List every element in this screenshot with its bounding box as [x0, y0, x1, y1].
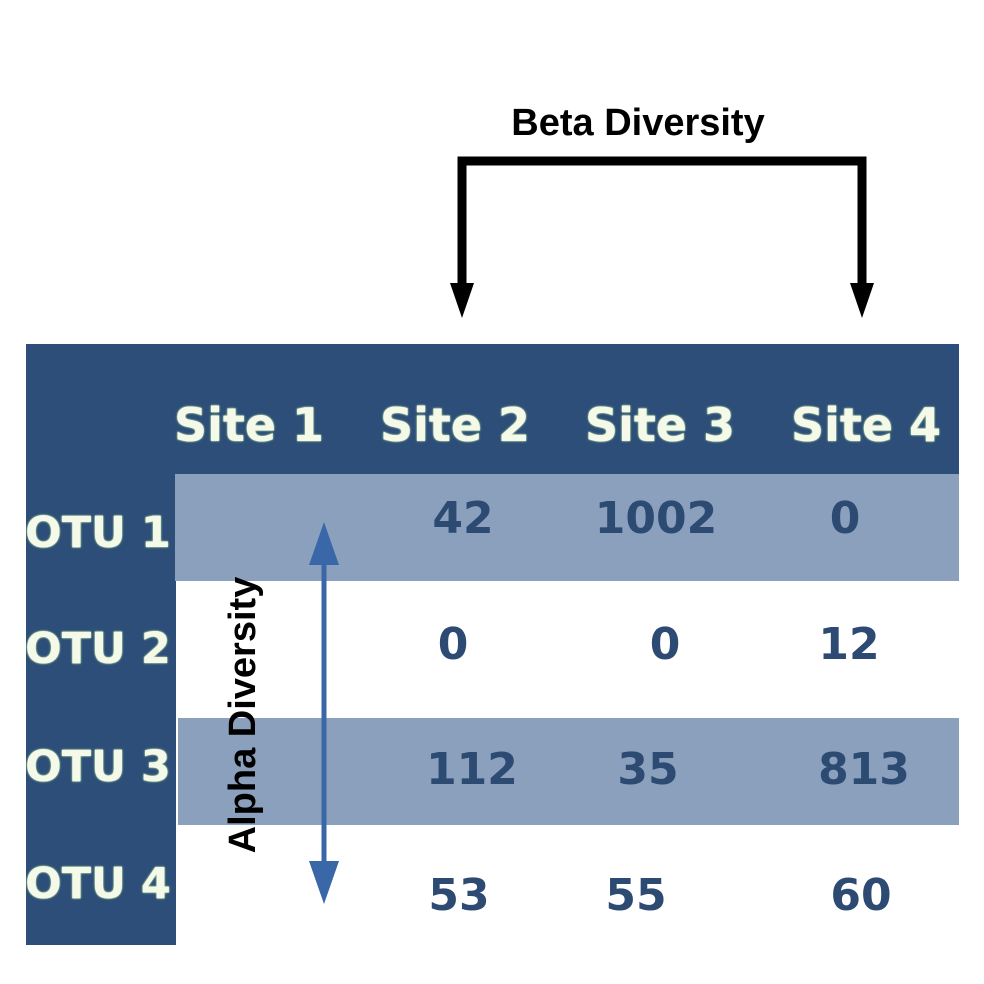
table-cell: 42	[432, 493, 494, 544]
table-cell: 813	[818, 744, 910, 795]
beta-arrowhead-left	[450, 283, 474, 318]
table-cell: 53	[428, 870, 490, 921]
table-cell: 55	[605, 870, 667, 921]
row-header-bar	[26, 344, 176, 945]
column-header-site-3: Site 3	[584, 398, 736, 452]
row-band-otu-1	[175, 474, 959, 581]
table-cell: 1002	[594, 493, 718, 544]
table-cell: 0	[437, 619, 469, 670]
table-cell: 0	[649, 619, 681, 670]
table-cell: 0	[829, 493, 861, 544]
table-cell: 60	[830, 870, 892, 921]
column-header-site-1: Site 1	[173, 398, 325, 452]
column-header-bar	[26, 344, 959, 474]
beta-arrowhead-right	[850, 283, 874, 318]
alpha-arrowhead-bottom	[309, 861, 339, 904]
alpha-diversity-label: Alpha Diversity	[222, 576, 264, 854]
alpha-arrowhead-top	[309, 522, 339, 565]
beta-diversity-label: Beta Diversity	[511, 102, 765, 144]
table-cell: 112	[426, 744, 518, 795]
row-header-otu-4: OTU 4	[25, 859, 171, 909]
column-header-site-2: Site 2	[379, 398, 531, 452]
table-cell: 12	[818, 619, 880, 670]
column-header-site-4: Site 4	[790, 398, 942, 452]
row-header-otu-2: OTU 2	[25, 624, 171, 674]
beta-bracket-line	[457, 156, 867, 300]
row-header-otu-1: OTU 1	[25, 508, 171, 558]
table-cell: 35	[617, 744, 679, 795]
row-band-otu-3	[178, 718, 959, 825]
row-header-otu-3: OTU 3	[25, 742, 171, 792]
